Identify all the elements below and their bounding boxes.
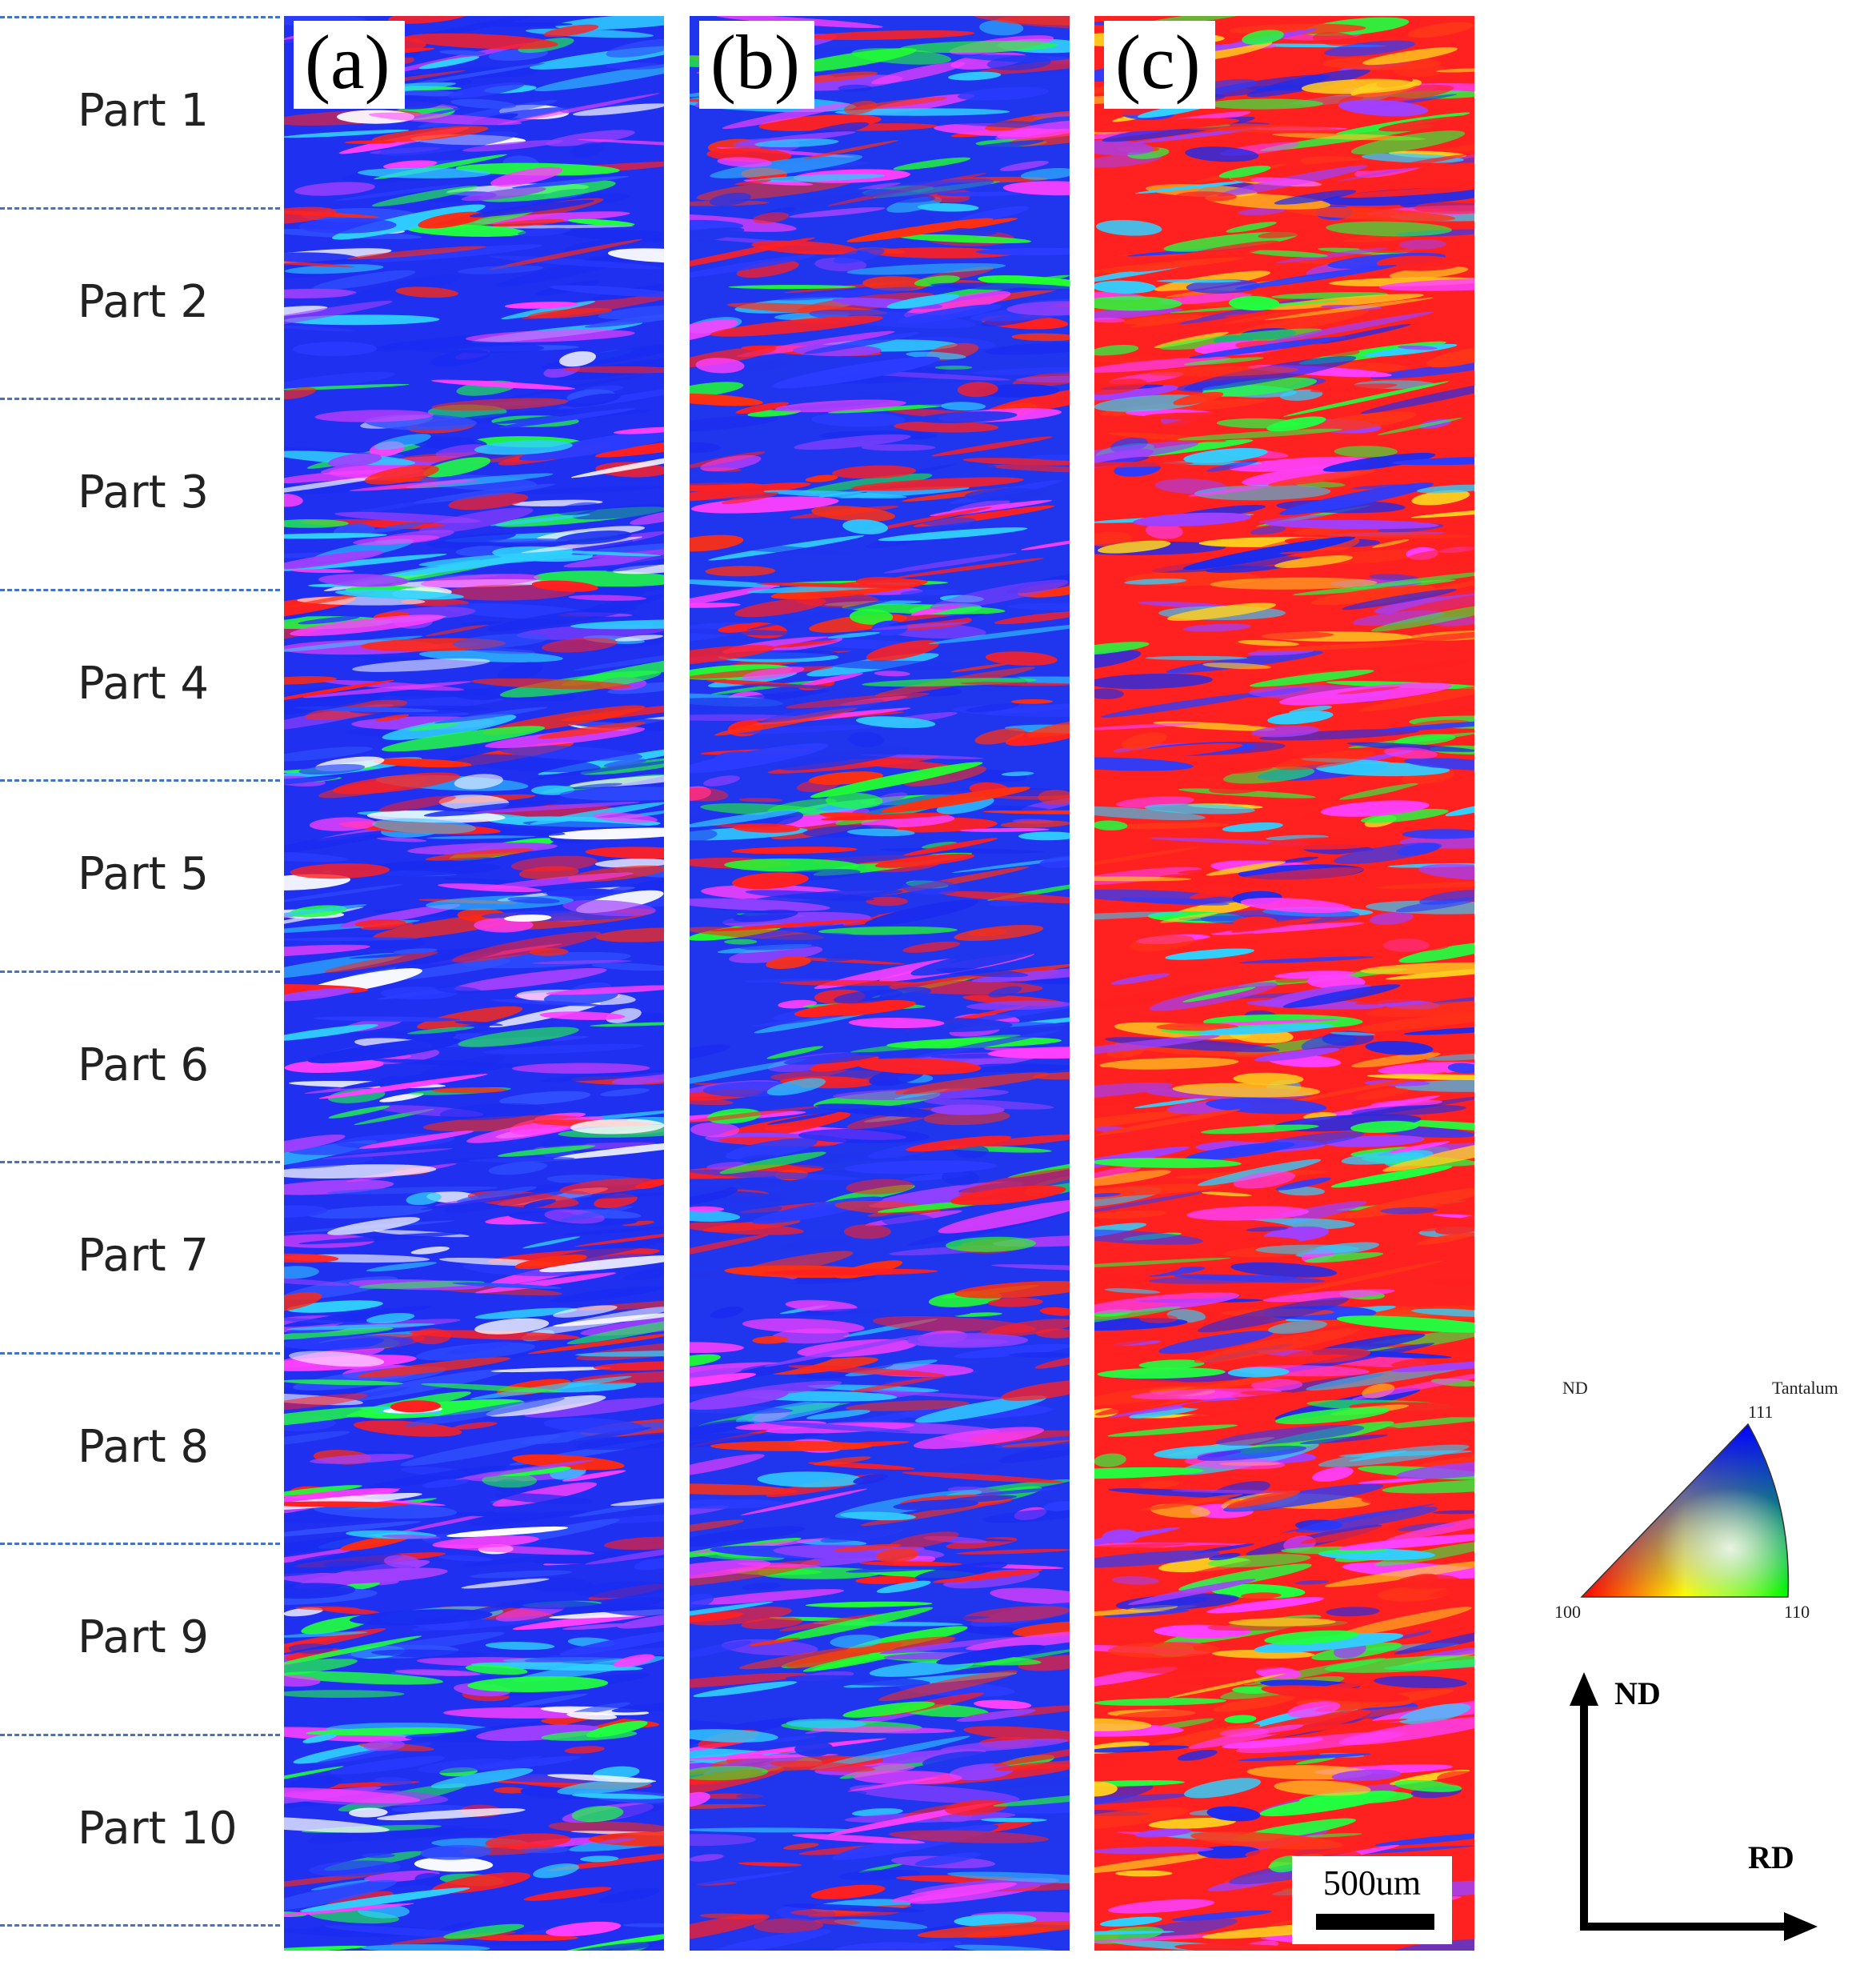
part-separator <box>0 970 280 973</box>
part-separator <box>0 1733 280 1736</box>
ebsd-map-panel-c: (c) <box>1094 16 1474 1951</box>
panel-label-b: (b) <box>699 21 814 109</box>
part-separator <box>0 588 280 591</box>
scale-bar: 500um <box>1292 1856 1452 1944</box>
ebsd-map-panel-b: (b) <box>690 16 1070 1951</box>
ipf-nd-label: ND <box>1562 1378 1588 1398</box>
part-separator <box>0 1161 280 1163</box>
part-separator <box>0 779 280 782</box>
ipf-100-label: 100 <box>1554 1602 1581 1622</box>
panel-label-c: (c) <box>1104 21 1215 109</box>
ipf-triangle <box>1580 1423 1790 1598</box>
part-label: Part 4 <box>78 657 209 710</box>
nd-arrowhead-icon <box>1570 1672 1598 1706</box>
ebsd-map-a <box>284 16 664 1951</box>
scale-bar-label: 500um <box>1322 1863 1422 1903</box>
ipf-111-label: 111 <box>1748 1402 1773 1422</box>
grain-streaks <box>284 16 664 1951</box>
part-label: Part 9 <box>78 1611 209 1664</box>
part-label: Part 2 <box>78 275 209 328</box>
nd-rd-axes: ND RD <box>1570 1672 1818 1941</box>
rd-axis-label: RD <box>1748 1839 1794 1875</box>
part-separator <box>0 398 280 400</box>
grain-streaks <box>690 16 1070 1951</box>
part-label: Part 1 <box>78 85 209 138</box>
part-label: Part 6 <box>78 1039 209 1091</box>
part-separator <box>0 1351 280 1355</box>
part-label: Part 10 <box>78 1802 238 1855</box>
ebsd-map-c <box>1094 16 1474 1951</box>
ipf-color-key: ND Tantalum 111 100 110 <box>1554 1378 1838 1622</box>
ipf-material-label: Tantalum <box>1772 1378 1838 1398</box>
scale-bar-line <box>1316 1914 1434 1930</box>
part-label: Part 5 <box>78 848 209 901</box>
part-label: Part 8 <box>78 1420 209 1473</box>
part-separator <box>0 1924 280 1927</box>
part-label: Part 3 <box>78 466 209 519</box>
ipf-110-label: 110 <box>1784 1602 1810 1622</box>
ebsd-map-panel-a: (a) <box>284 16 664 1951</box>
part-label: Part 7 <box>78 1230 209 1283</box>
nd-axis-label: ND <box>1614 1675 1661 1711</box>
grain-streaks <box>1094 16 1474 1951</box>
panel-label-a: (a) <box>294 21 405 109</box>
ebsd-map-b <box>690 16 1070 1951</box>
rd-arrowhead-icon <box>1784 1912 1818 1941</box>
part-separator <box>0 1543 280 1545</box>
part-separator <box>0 16 280 18</box>
part-separator <box>0 206 280 210</box>
